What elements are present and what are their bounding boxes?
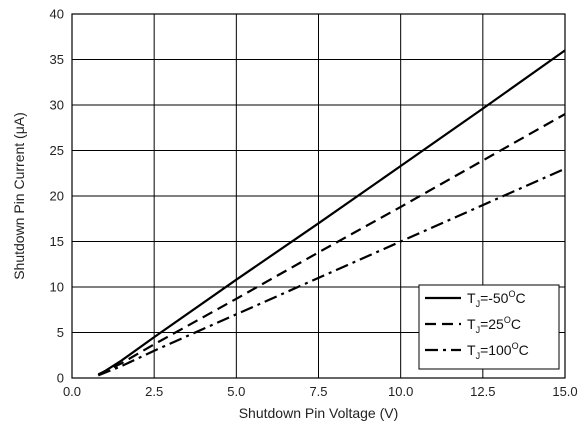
y-tick-label: 25 [50,143,64,158]
legend-part-sub: J [476,351,481,361]
x-axis-label: Shutdown Pin Voltage (V) [239,405,399,421]
series-line-2 [97,167,566,377]
legend-label-1: TJ=25OC [467,315,521,335]
legend-part-sub: J [476,299,481,309]
series-line-0 [97,49,566,377]
y-tick-label: 0 [57,371,64,386]
series-layer [97,49,566,377]
x-tick-label: 15.0 [552,384,577,399]
y-tick-label: 5 [57,325,64,340]
legend-part-mid: =100 [480,342,512,358]
x-tick-label: 10.0 [388,384,413,399]
y-tick-label: 35 [50,52,64,67]
x-tick-label: 12.5 [470,384,495,399]
legend-part-end: C [511,316,521,332]
legend-part-sup: O [512,341,519,351]
y-tick-label: 40 [50,7,64,22]
legend-part-main: T [467,316,476,332]
y-tick-label: 30 [50,98,64,113]
series-line-1 [97,113,566,376]
legend-label-2: TJ=100OC [467,341,529,361]
x-tick-label: 0.0 [63,384,81,399]
y-tick-label: 20 [50,189,64,204]
x-tick-label: 2.5 [145,384,163,399]
tick-labels: 0.0 2.5 5.0 7.5 10.0 12.5 15.0 0 5 10 15 20 25 30 35 40 [50,7,578,400]
y-tick-label: 10 [50,280,64,295]
y-tick-label: 15 [50,234,64,249]
grid-lines [72,14,565,378]
y-axis-label: Shutdown Pin Current (μA) [11,112,27,280]
legend-part-mid: =25 [480,316,504,332]
legend-part-end: C [519,342,529,358]
legend-part-end: C [516,290,526,306]
legend-part-sup: O [508,289,515,299]
legend-part-sub: J [476,325,481,335]
legend-part-main: T [467,342,476,358]
legend-part-main: T [467,290,476,306]
x-tick-label: 5.0 [227,384,245,399]
plot-frame [71,13,566,379]
legend-part-mid: =-50 [480,290,509,306]
legend-label-0: TJ=-50OC [467,289,526,309]
x-tick-label: 7.5 [309,384,327,399]
legend-part-sup: O [504,315,511,325]
